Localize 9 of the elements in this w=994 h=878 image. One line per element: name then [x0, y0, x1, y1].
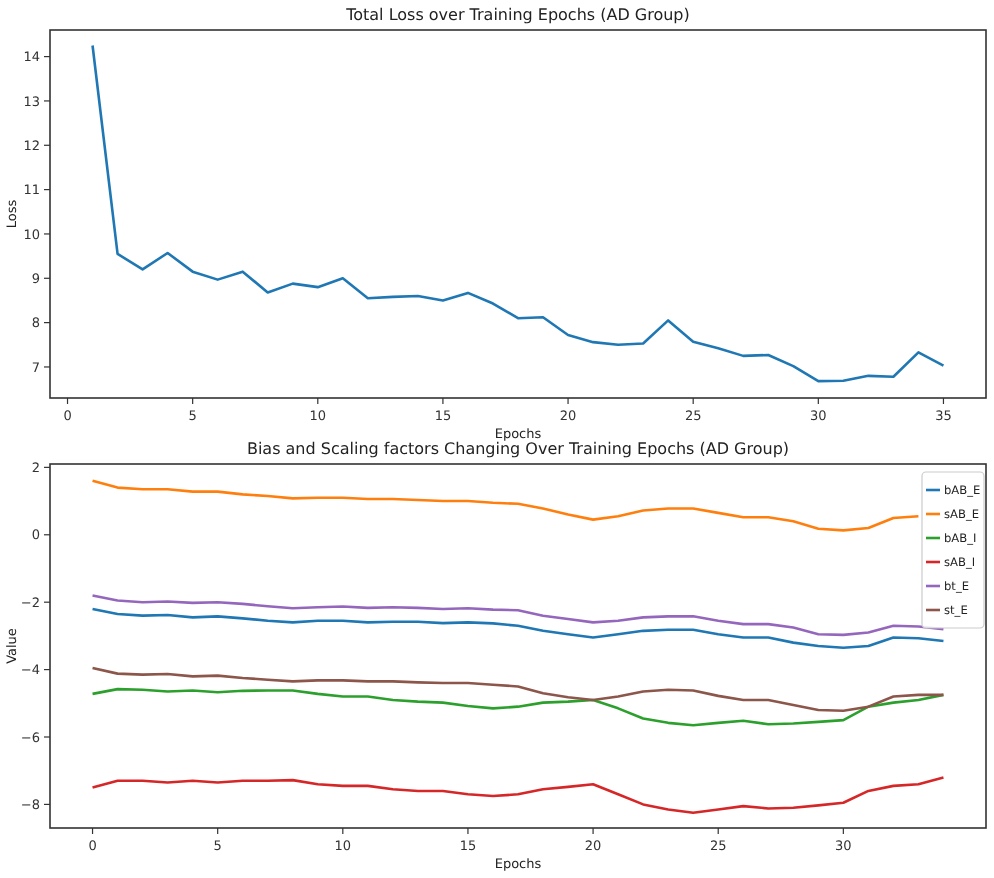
chart-title: Total Loss over Training Epochs (AD Group) [344, 6, 690, 24]
line-series [91, 607, 945, 649]
line-series [91, 666, 945, 713]
chart-title: Bias and Scaling factors Changing Over Training Epochs (AD Group) [246, 440, 790, 458]
line-series [91, 687, 945, 727]
line-series [91, 479, 920, 532]
line-series [91, 594, 945, 637]
line-series [91, 776, 945, 815]
line-series [91, 44, 945, 383]
